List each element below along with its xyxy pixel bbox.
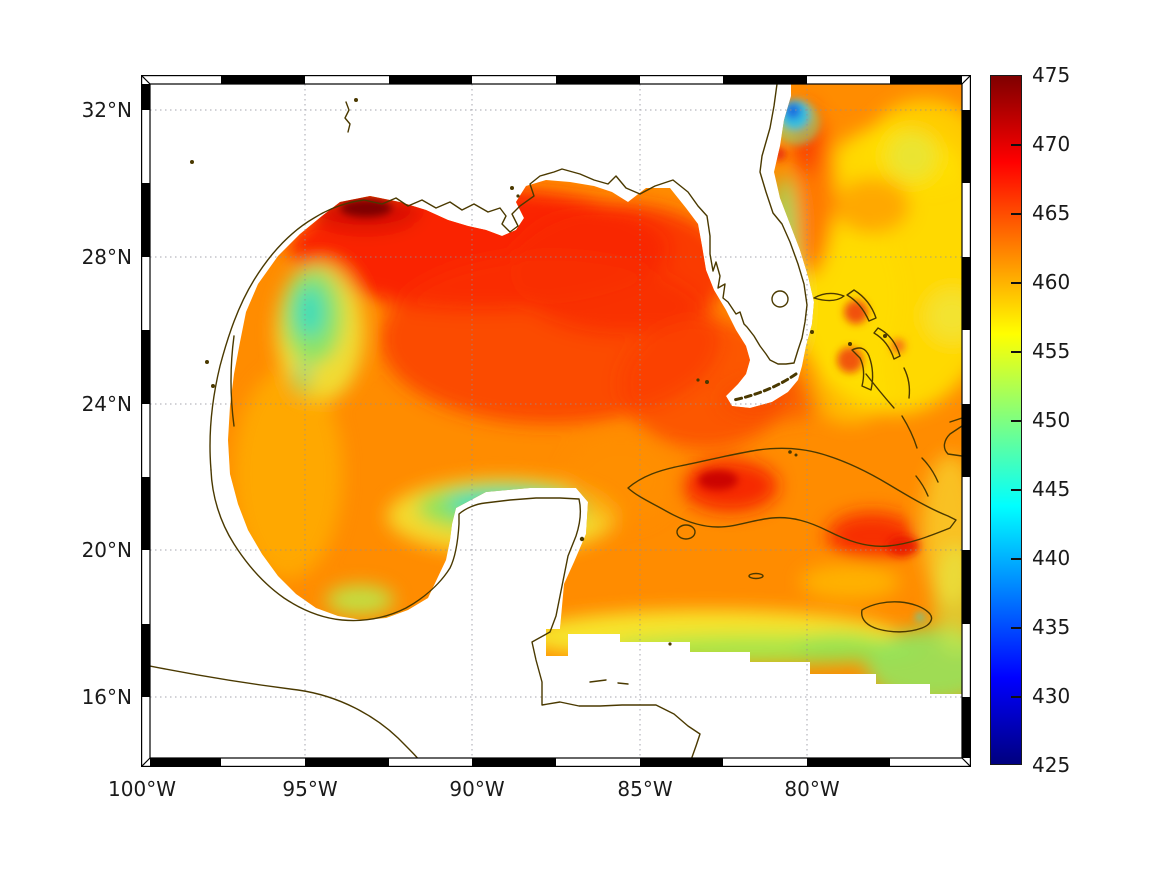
mexico-coastline xyxy=(210,469,701,758)
hispaniola-outline xyxy=(943,425,962,457)
pacific-coastline xyxy=(150,665,419,758)
colorbar-tick-label: 455 xyxy=(1032,339,1071,363)
lon-tick-label: 100°W xyxy=(108,777,176,801)
colorbar-tick-label: 450 xyxy=(1032,408,1071,432)
lon-tick-label: 80°W xyxy=(784,777,840,801)
colorbar-tick-label: 475 xyxy=(1032,63,1071,87)
lat-tick-label: 16°N xyxy=(81,685,132,709)
coastlines xyxy=(150,84,962,758)
colorbar-tick xyxy=(1011,282,1021,284)
gulf-coastline xyxy=(209,84,808,471)
colorbar-tick xyxy=(1011,144,1021,146)
colorbar-tick xyxy=(1011,696,1021,698)
colorbar-tick-label: 435 xyxy=(1032,615,1071,639)
colorbar-tick xyxy=(1011,558,1021,560)
colorbar-tick-label: 445 xyxy=(1032,477,1071,501)
gulf-of-mexico-map xyxy=(141,75,971,767)
colorbar-tick xyxy=(1011,213,1021,215)
jamaica-outline xyxy=(861,601,933,633)
map-frame xyxy=(141,75,971,767)
colorbar-tick-label: 440 xyxy=(1032,546,1071,570)
colorbar-tick-label: 425 xyxy=(1032,753,1071,777)
colorbar-tick-label: 430 xyxy=(1032,684,1071,708)
colorbar-tick xyxy=(1011,627,1021,629)
map-gridlines xyxy=(150,84,962,758)
lat-tick-label: 20°N xyxy=(81,538,132,562)
bahamas-outlines xyxy=(813,289,939,497)
colorbar-tick-label: 460 xyxy=(1032,270,1071,294)
colorbar-tick xyxy=(1011,420,1021,422)
lon-tick-label: 85°W xyxy=(617,777,673,801)
lat-tick-label: 28°N xyxy=(81,245,132,269)
cuba-outline xyxy=(627,447,957,547)
colorbar-tick-label: 465 xyxy=(1032,201,1071,225)
lat-tick-label: 32°N xyxy=(81,98,132,122)
florida-keys xyxy=(732,372,798,402)
colorbar-tick xyxy=(1011,489,1021,491)
heatmap-field xyxy=(228,84,962,694)
lon-tick-label: 95°W xyxy=(282,777,338,801)
colorbar-tick xyxy=(1011,351,1021,353)
lon-tick-label: 90°W xyxy=(449,777,505,801)
lake-okeechobee xyxy=(771,290,789,308)
lat-tick-label: 24°N xyxy=(81,392,132,416)
colorbar-tick-label: 470 xyxy=(1032,132,1071,156)
islet-specks xyxy=(190,98,887,646)
